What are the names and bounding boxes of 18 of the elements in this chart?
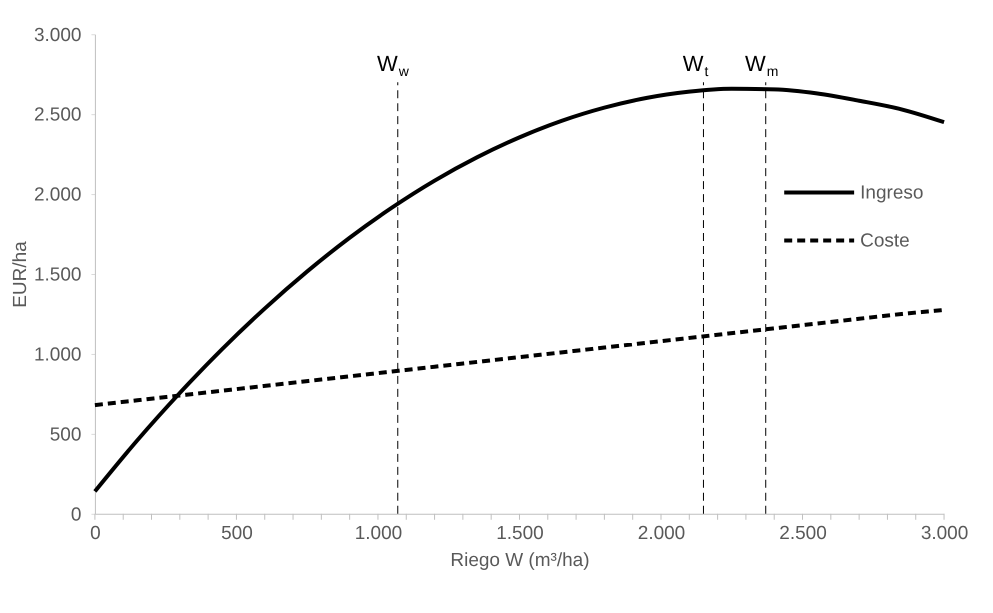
x-tick-label: 3.000 [920, 523, 968, 544]
y-tick-label: 1.500 [34, 264, 82, 286]
y-tick-label: 500 [50, 424, 82, 446]
x-tick-label: 1.000 [354, 523, 402, 544]
x-tick-label: 0 [90, 523, 101, 544]
legend-label: Coste [860, 230, 910, 252]
x-tick-label: 500 [221, 523, 253, 544]
y-tick-label: 2.500 [34, 104, 82, 126]
x-axis-title: Riego W (m³/ha) [450, 550, 590, 572]
x-tick-label: 2.500 [779, 523, 827, 544]
x-tick-label: 2.000 [638, 523, 686, 544]
legend-label: Ingreso [860, 182, 924, 204]
x-tick-label: 1.500 [496, 523, 544, 544]
y-tick-label: 0 [70, 504, 82, 526]
y-axis-title: EUR/ha [10, 240, 31, 308]
y-tick-label: 2.000 [34, 184, 82, 206]
y-tick-label: 3.000 [34, 24, 82, 46]
y-tick-label: 1.000 [34, 344, 82, 366]
